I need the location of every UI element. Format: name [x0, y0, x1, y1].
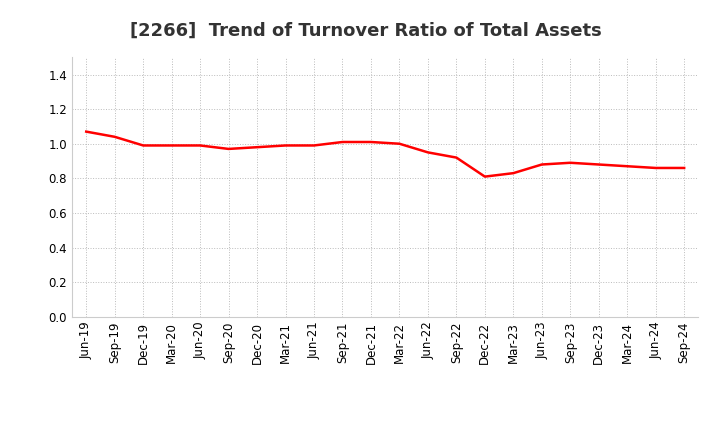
Text: [2266]  Trend of Turnover Ratio of Total Assets: [2266] Trend of Turnover Ratio of Total … — [130, 22, 601, 40]
